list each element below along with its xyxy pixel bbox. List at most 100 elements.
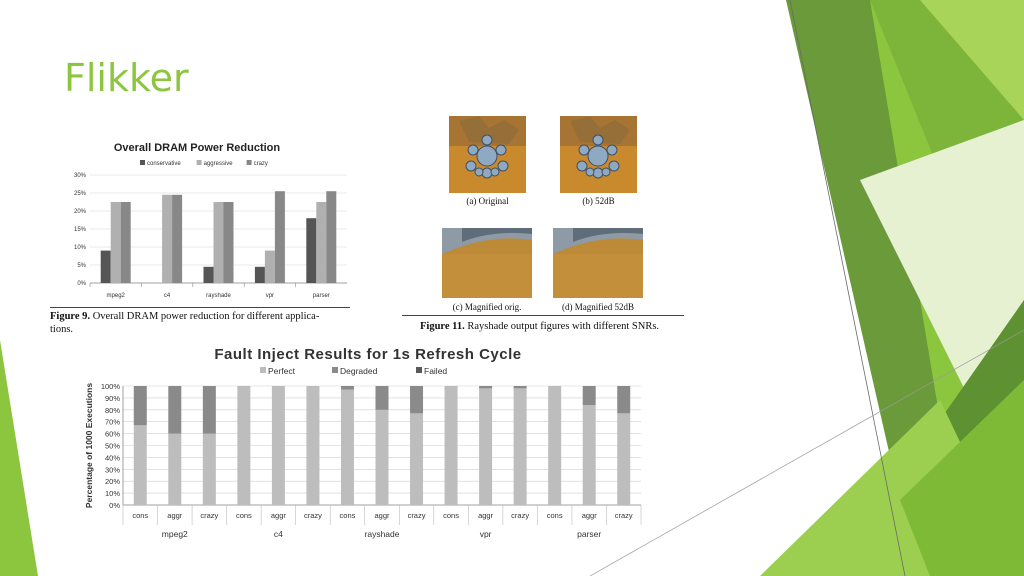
y-tick-label: 0% [109,501,120,510]
bar-vpr-aggressive [264,250,275,283]
bar-crazy-5-Perfect [306,386,320,505]
group-label-parser: parser [577,529,601,539]
bar-crazy-14-Perfect [617,413,631,505]
y-tick-label: 50% [105,442,120,451]
bar-crazy-8-Perfect [410,413,424,505]
right-facet-9 [900,380,1024,576]
figure9-caption-text: Overall DRAM power reduction for differe… [92,311,320,322]
panel-b-label: (b) 52dB [582,196,615,206]
bar-cons-0-Degraded [133,386,147,426]
bar-parser-conservative [306,218,317,283]
legend-swatch-crazy [246,160,252,165]
group-label-mpeg2: mpeg2 [162,529,188,539]
x-tick-label: aggr [167,511,183,520]
x-tick-label: parser [313,293,330,299]
bar-parser-aggressive [316,202,327,283]
figure9-caption-text2: tions. [50,324,74,335]
bar-aggr-1-Degraded [168,386,182,434]
chart-title: Fault Inject Results for 1s Refresh Cycl… [214,346,521,363]
bar-aggr-10-Perfect [479,388,493,505]
x-tick-label: mpeg2 [107,293,126,299]
y-tick-label: 25% [74,191,87,197]
bar-c4-crazy [172,194,183,283]
bar-aggr-13-Perfect [582,405,596,505]
group-label-c4: c4 [274,529,283,539]
bar-aggr-7-Degraded [375,386,389,410]
right-facet-6 [860,120,1024,420]
dram-power-chart: Overall DRAM Power Reduction conservative… [74,142,347,299]
legend-label-Degraded: Degraded [340,366,378,376]
figure11-caption-label: Figure 11. [420,321,465,332]
legend-label-Perfect: Perfect [268,366,296,376]
bar-cons-0-Perfect [133,425,147,505]
figure11-caption: Figure 11. Rayshade output figures with … [420,320,720,333]
figure9-rule [50,307,350,308]
bar-aggr-1-Perfect [168,433,182,505]
x-tick-label: cons [132,511,148,520]
x-tick-label: cons [340,511,356,520]
y-tick-label: 10% [105,489,120,498]
fault-inject-chart: Fault Inject Results for 1s Refresh Cycl… [84,346,642,539]
bar-vpr-crazy [274,191,285,283]
rayshade-magnified-original-image [442,228,532,298]
bar-crazy-8-Degraded [410,386,424,414]
x-tick-label: cons [236,511,252,520]
x-tick-label: crazy [511,511,529,520]
x-tick-label: c4 [164,293,171,299]
legend-label-crazy: crazy [254,161,268,167]
y-tick-label: 5% [77,263,86,269]
y-tick-label: 0% [77,281,86,287]
x-tick-label: cons [443,511,459,520]
bar-c4-aggressive [162,194,173,283]
thin-line-1 [789,0,906,576]
bar-mpeg2-conservative [100,250,111,283]
bar-crazy-14-Degraded [617,386,631,414]
figure9-caption: Figure 9. Overall DRAM power reduction f… [50,310,350,336]
figure11-caption-text: Rayshade output figures with different S… [467,321,660,332]
y-tick-label: 40% [105,453,120,462]
figure11-rule [402,315,684,316]
y-tick-label: 100% [101,382,121,391]
legend-label-aggressive: aggressive [204,161,234,167]
x-tick-label: aggr [271,511,287,520]
legend-swatch-Perfect [260,367,266,373]
y-tick-label: 60% [105,430,120,439]
y-tick-label: 20% [74,209,87,215]
x-tick-label: aggr [478,511,494,520]
slide-title: Flikker [64,56,189,100]
bar-cons-6-Degraded [340,386,354,390]
x-tick-label: cons [547,511,563,520]
legend-swatch-Degraded [332,367,338,373]
y-tick-label: 70% [105,418,120,427]
legend-label-Failed: Failed [424,366,447,376]
bar-crazy-2-Degraded [202,386,216,434]
x-tick-label: crazy [200,511,218,520]
bar-cons-6-Perfect [340,389,354,505]
x-tick-label: aggr [582,511,598,520]
rayshade-52db-image [560,116,637,193]
bar-mpeg2-crazy [120,202,131,283]
panel-c-label: (c) Magnified orig. [452,302,522,312]
panel-a-label: (a) Original [466,196,509,206]
bar-crazy-11-Degraded [513,386,527,389]
bar-cons-12-Perfect [548,386,562,505]
bar-aggr-10-Degraded [479,386,493,389]
bar-rayshade-crazy [223,202,234,283]
y-tick-label: 15% [74,227,87,233]
figure9-caption-label: Figure 9. [50,311,91,322]
legend-swatch-Failed [416,367,422,373]
x-tick-label: rayshade [206,293,231,299]
rayshade-original-image [449,116,526,193]
thin-line-2 [589,329,1024,576]
y-tick-label: 30% [105,465,120,474]
bar-rayshade-aggressive [213,202,224,283]
x-tick-label: vpr [266,293,274,299]
panel-d-label: (d) Magnified 52dB [562,302,634,312]
bar-rayshade-conservative [203,266,214,283]
right-facet-3 [786,0,940,500]
y-tick-label: 80% [105,406,120,415]
group-label-rayshade: rayshade [365,529,400,539]
bar-mpeg2-aggressive [110,202,121,283]
legend-label-conservative: conservative [147,161,181,167]
